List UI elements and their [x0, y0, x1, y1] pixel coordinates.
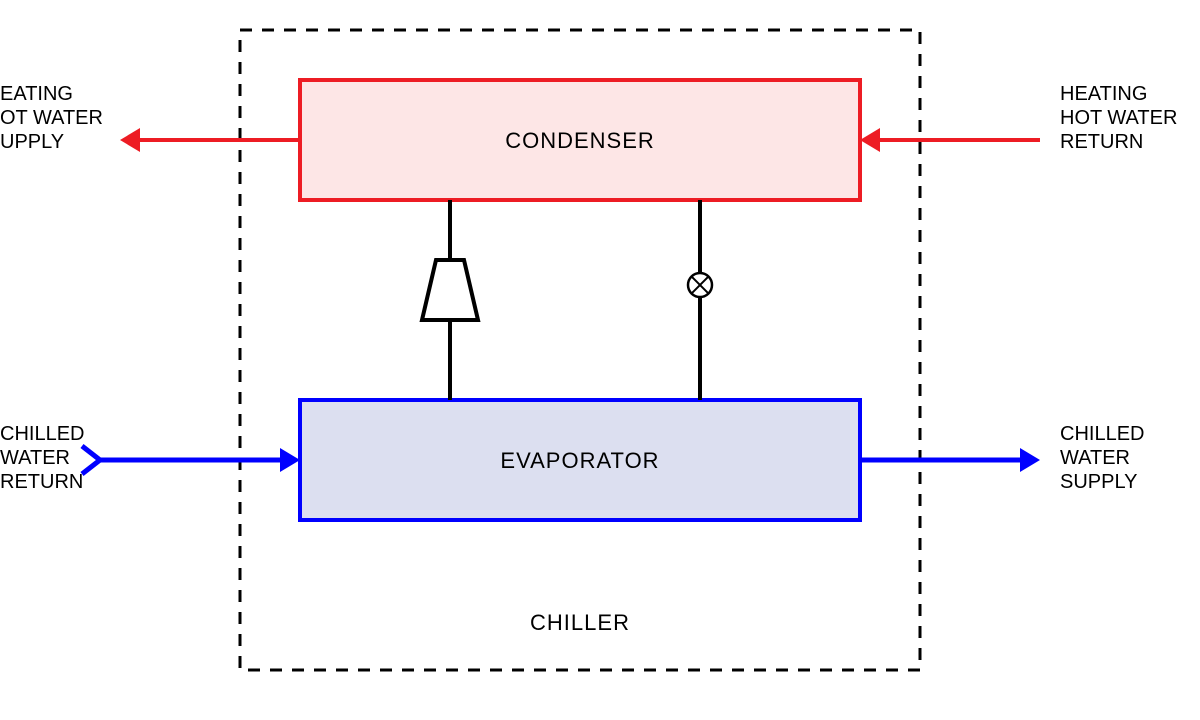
- chilled-return-label: CHILLEDWATERRETURN: [0, 423, 84, 493]
- chiller-diagram: CONDENSER EVAPORATOR EATINGOT WATERUPPLY…: [0, 0, 1200, 720]
- heating-supply-label: EATINGOT WATERUPPLY: [0, 83, 103, 153]
- chiller-caption: CHILLER: [530, 610, 630, 635]
- chilled-supply-arrow: [860, 448, 1040, 472]
- chilled-return-arrow: [82, 446, 300, 474]
- chilled-supply-label: CHILLEDWATERSUPPLY: [1060, 423, 1144, 493]
- evaporator-label: EVAPORATOR: [500, 448, 659, 473]
- heating-supply-arrow: [120, 128, 300, 152]
- heating-return-arrow: [860, 128, 1040, 152]
- heating-return-label: HEATINGHOT WATERRETURN: [1060, 83, 1177, 153]
- compressor-trapezoid: [422, 260, 478, 320]
- condenser-label: CONDENSER: [505, 128, 655, 153]
